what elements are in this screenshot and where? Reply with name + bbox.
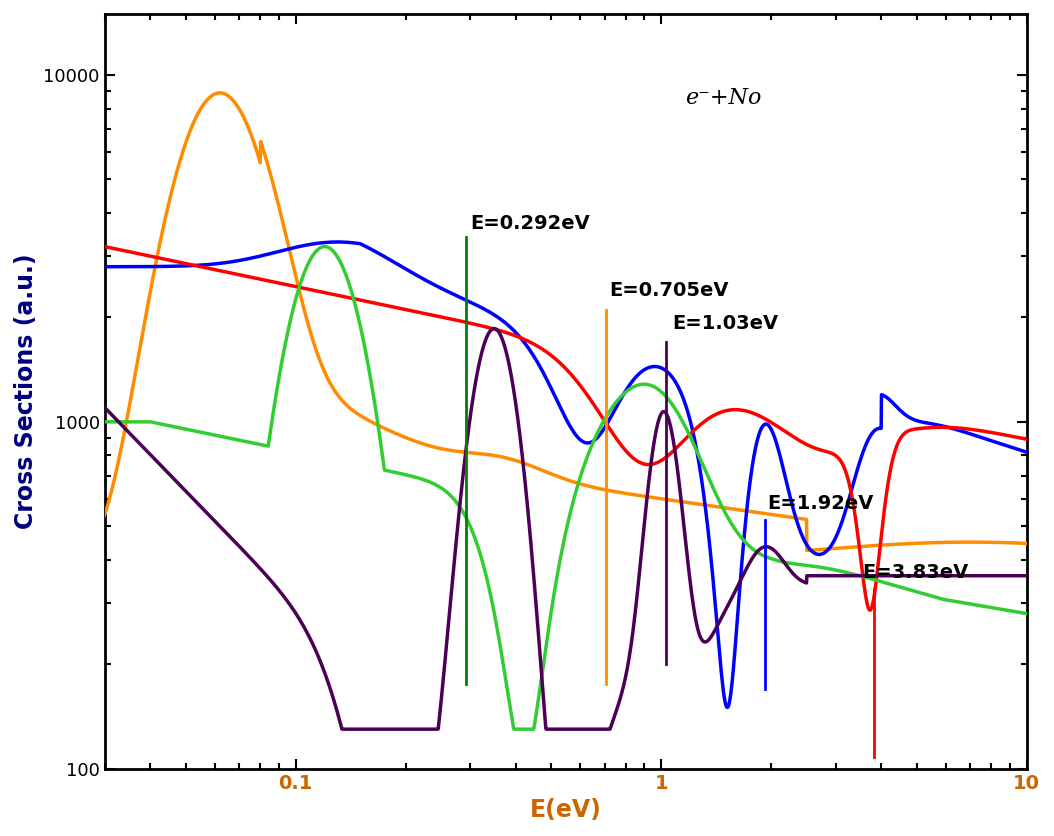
Text: E=1.03eV: E=1.03eV <box>671 314 778 334</box>
Text: E=0.705eV: E=0.705eV <box>609 282 728 300</box>
X-axis label: E(eV): E(eV) <box>530 798 602 822</box>
Text: E=3.83eV: E=3.83eV <box>862 563 969 582</box>
Y-axis label: Cross Sections (a.u.): Cross Sections (a.u.) <box>14 253 38 529</box>
Text: E=1.92eV: E=1.92eV <box>767 494 874 513</box>
Text: E=0.292eV: E=0.292eV <box>470 214 590 233</box>
Text: e⁻+No: e⁻+No <box>685 88 762 110</box>
